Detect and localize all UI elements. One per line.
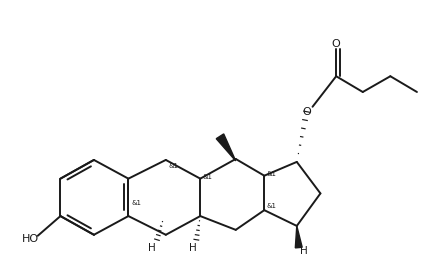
Text: O: O (332, 39, 340, 49)
Text: H: H (300, 246, 308, 255)
Text: H: H (148, 243, 156, 253)
Text: O: O (302, 107, 311, 117)
Text: &1: &1 (132, 200, 141, 206)
Text: &1: &1 (202, 174, 212, 180)
Text: &1: &1 (266, 203, 276, 209)
Polygon shape (295, 226, 302, 248)
Text: &1: &1 (266, 171, 276, 177)
Text: HO: HO (22, 234, 39, 244)
Text: H: H (188, 243, 196, 253)
Text: &1: &1 (169, 163, 179, 169)
Polygon shape (216, 134, 236, 161)
